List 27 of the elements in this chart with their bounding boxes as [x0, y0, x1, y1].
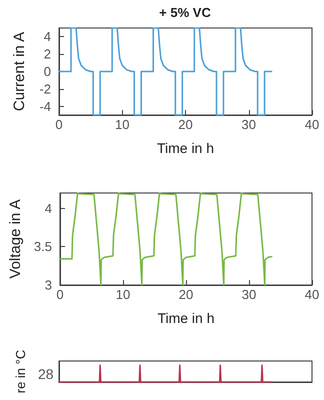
- y-axis-title: re in °C: [13, 350, 28, 394]
- x-tick-label: 40: [304, 117, 320, 132]
- y-tick-label: 3: [44, 278, 52, 292]
- y-tick-label: 4: [44, 29, 51, 44]
- y-axis-title: Voltage in A: [7, 199, 24, 279]
- y-tick-label: -4: [39, 98, 51, 114]
- y-tick-label: 3.5: [34, 239, 52, 254]
- x-tick-label: 0: [55, 117, 63, 132]
- x-tick-label: 30: [242, 117, 256, 132]
- y-axis-title: Current in A: [11, 32, 28, 112]
- x-tick-label: 40: [304, 287, 320, 302]
- line-series: [59, 192, 272, 286]
- y-tick-label: -2: [39, 81, 51, 96]
- x-tick-label: 30: [242, 287, 256, 302]
- chart-title: + 5% VC: [159, 5, 212, 20]
- y-tick-label: 2: [44, 46, 51, 62]
- x-tick-label: 20: [178, 117, 193, 132]
- y-tick-label: 4: [44, 200, 52, 216]
- x-tick-label: 10: [116, 287, 130, 302]
- line-series: [58, 27, 272, 116]
- text: 28: [38, 366, 54, 382]
- y-tick-label: 0: [44, 64, 51, 79]
- x-tick-label: 0: [56, 287, 64, 302]
- x-tick-label: 20: [178, 287, 194, 302]
- x-axis-title: Time in h: [157, 310, 215, 326]
- x-axis-title: Time in h: [156, 140, 214, 156]
- x-tick-label: 10: [115, 117, 130, 132]
